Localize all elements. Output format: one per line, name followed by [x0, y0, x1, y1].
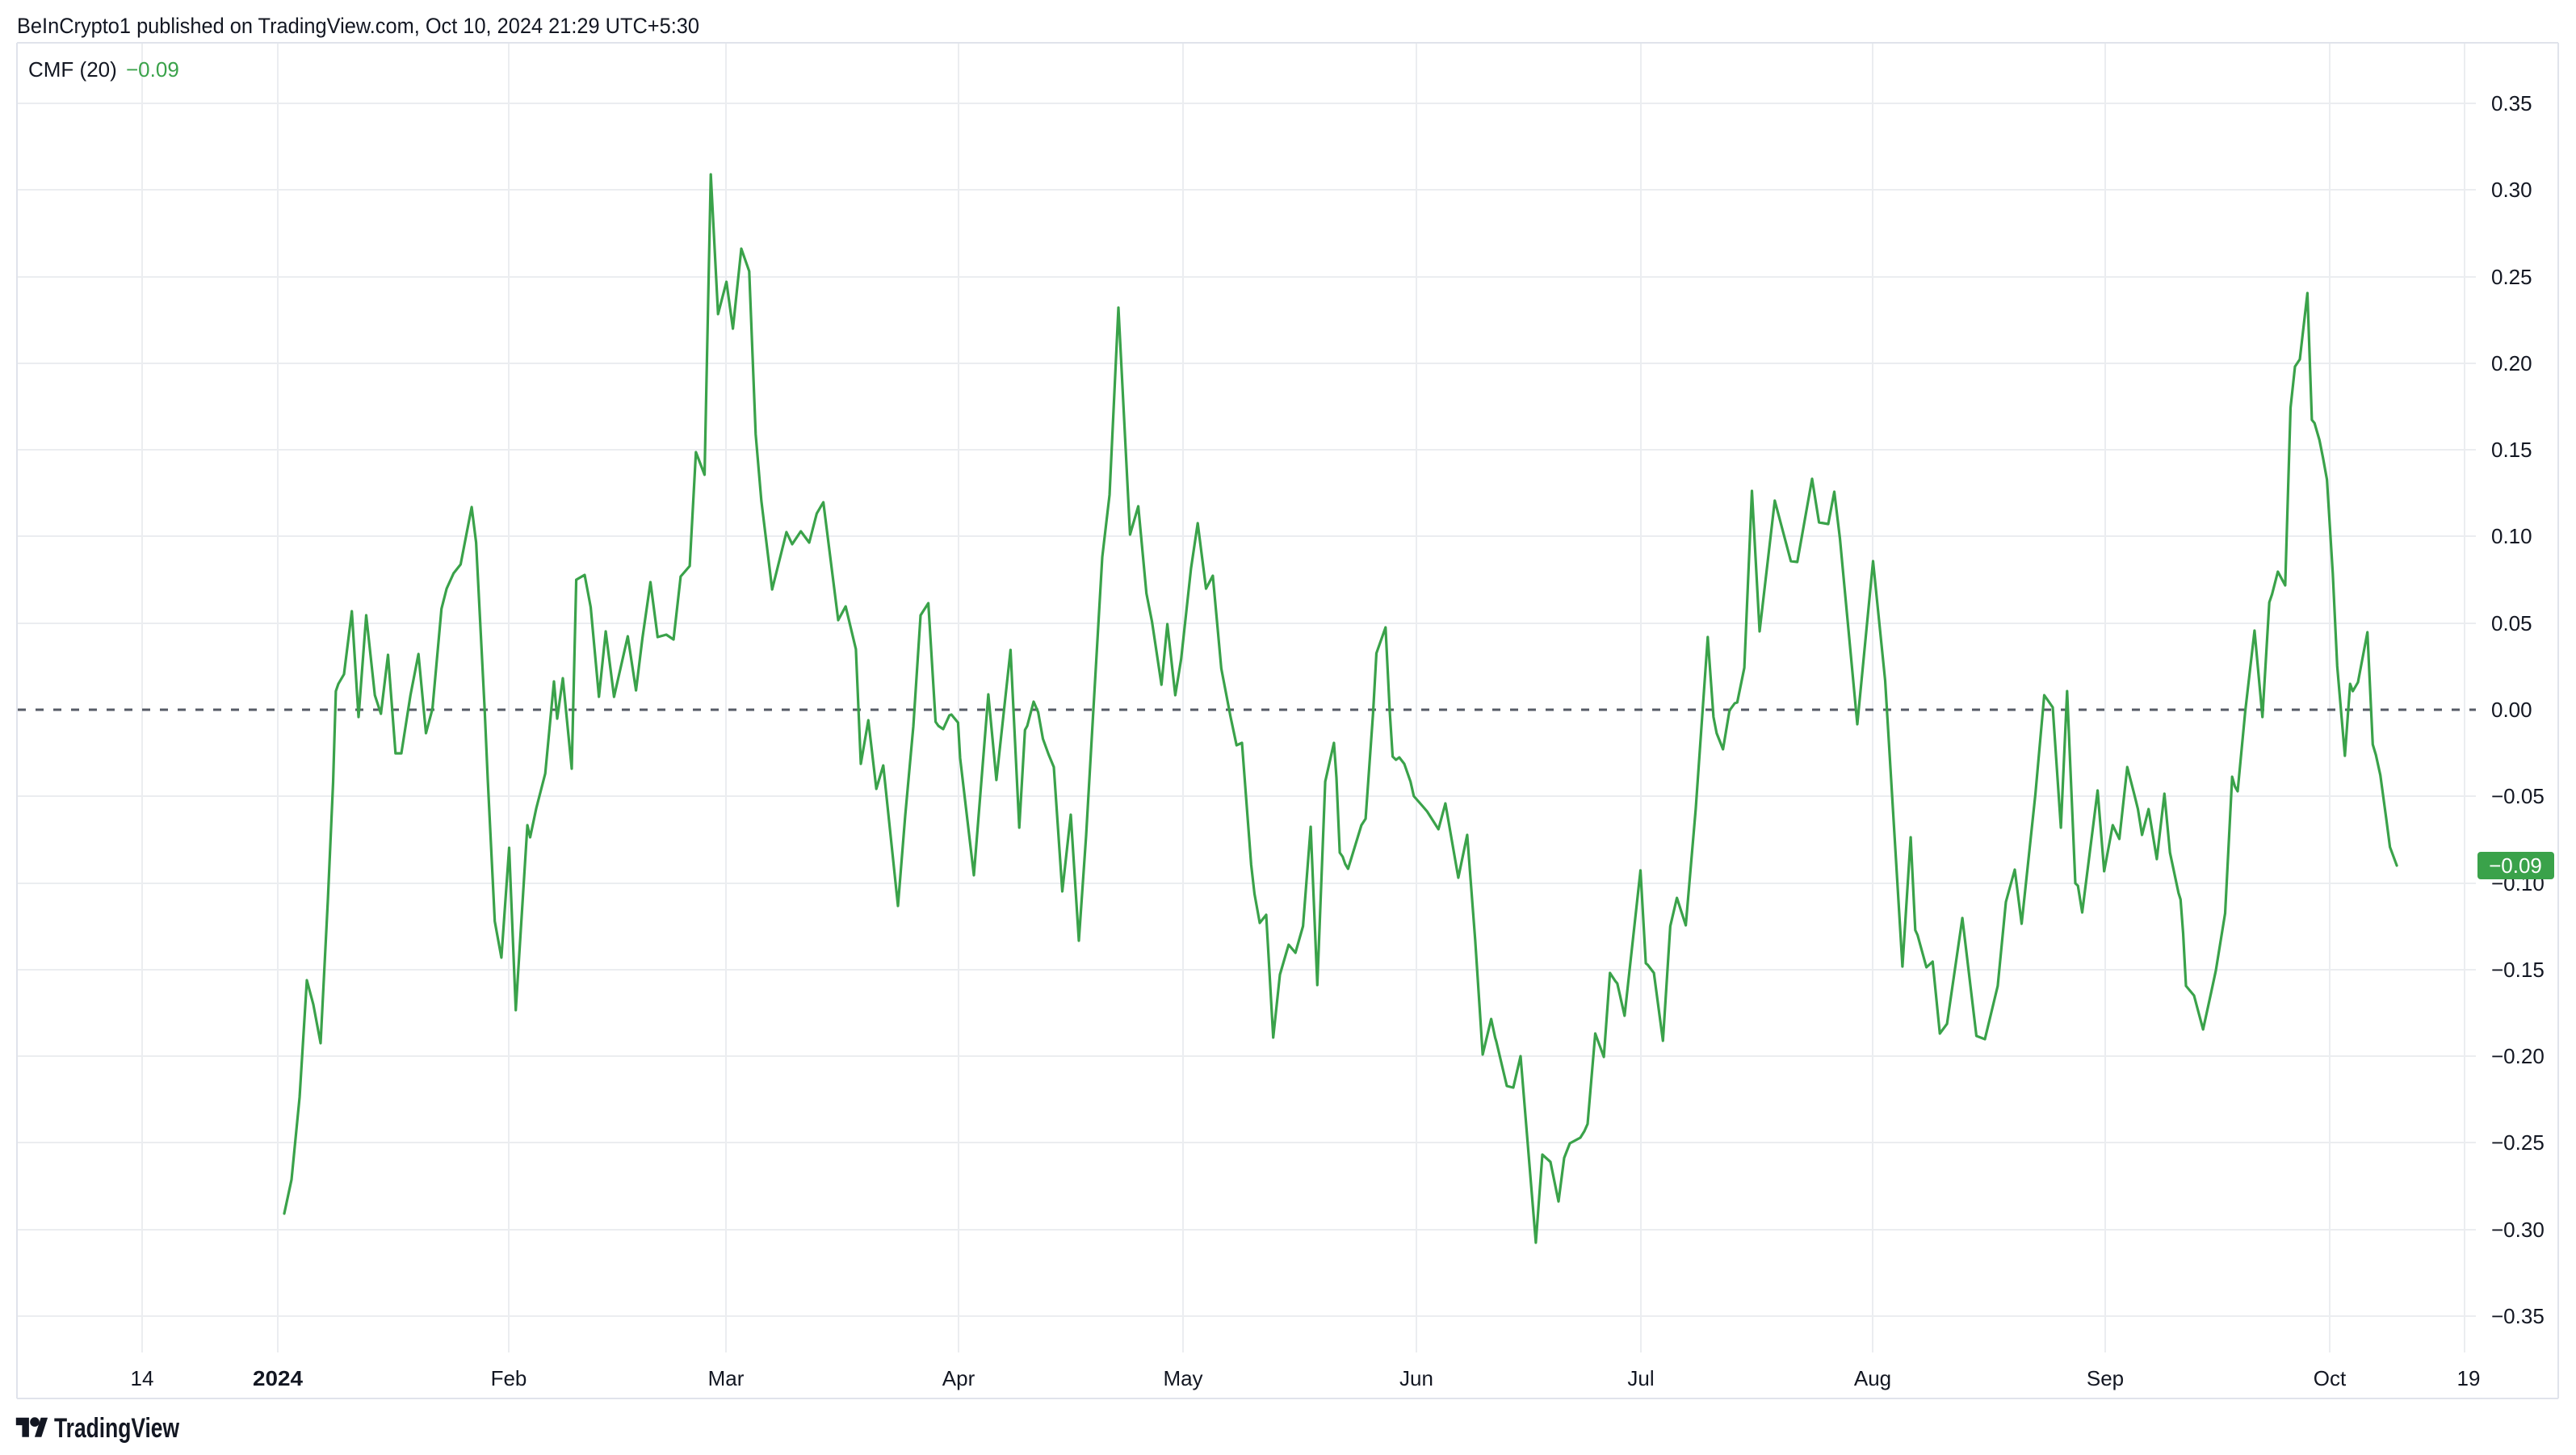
svg-text:0.30: 0.30 [2491, 178, 2532, 202]
svg-text:14: 14 [131, 1366, 154, 1390]
svg-text:BeInCrypto1 published on Tradi: BeInCrypto1 published on TradingView.com… [17, 14, 699, 38]
svg-text:−0.25: −0.25 [2491, 1130, 2545, 1155]
svg-text:−0.09: −0.09 [126, 57, 179, 82]
svg-text:Mar: Mar [708, 1366, 745, 1390]
svg-text:19: 19 [2457, 1366, 2481, 1390]
svg-text:0.20: 0.20 [2491, 351, 2532, 375]
svg-text:−0.05: −0.05 [2491, 784, 2545, 808]
svg-text:−0.15: −0.15 [2491, 958, 2545, 982]
svg-text:−0.09: −0.09 [2489, 853, 2542, 878]
svg-text:Aug: Aug [1854, 1366, 1891, 1390]
svg-text:0.00: 0.00 [2491, 698, 2532, 722]
svg-text:Feb: Feb [491, 1366, 527, 1390]
svg-text:Jun: Jun [1399, 1366, 1433, 1390]
svg-text:0.35: 0.35 [2491, 91, 2532, 115]
svg-text:−0.35: −0.35 [2491, 1304, 2545, 1328]
svg-text:2024: 2024 [253, 1366, 304, 1390]
svg-text:May: May [1163, 1366, 1202, 1390]
svg-text:CMF (20): CMF (20) [28, 57, 117, 82]
svg-text:0.05: 0.05 [2491, 611, 2532, 635]
svg-text:Oct: Oct [2314, 1366, 2347, 1390]
svg-text:Jul: Jul [1627, 1366, 1654, 1390]
svg-text:0.15: 0.15 [2491, 438, 2532, 462]
svg-text:−0.30: −0.30 [2491, 1218, 2545, 1242]
svg-text:Apr: Apr [942, 1366, 975, 1390]
svg-text:TradingView: TradingView [54, 1413, 179, 1444]
svg-text:−0.20: −0.20 [2491, 1044, 2545, 1068]
svg-text:0.10: 0.10 [2491, 524, 2532, 548]
svg-text:Sep: Sep [2087, 1366, 2124, 1390]
svg-text:0.25: 0.25 [2491, 265, 2532, 289]
